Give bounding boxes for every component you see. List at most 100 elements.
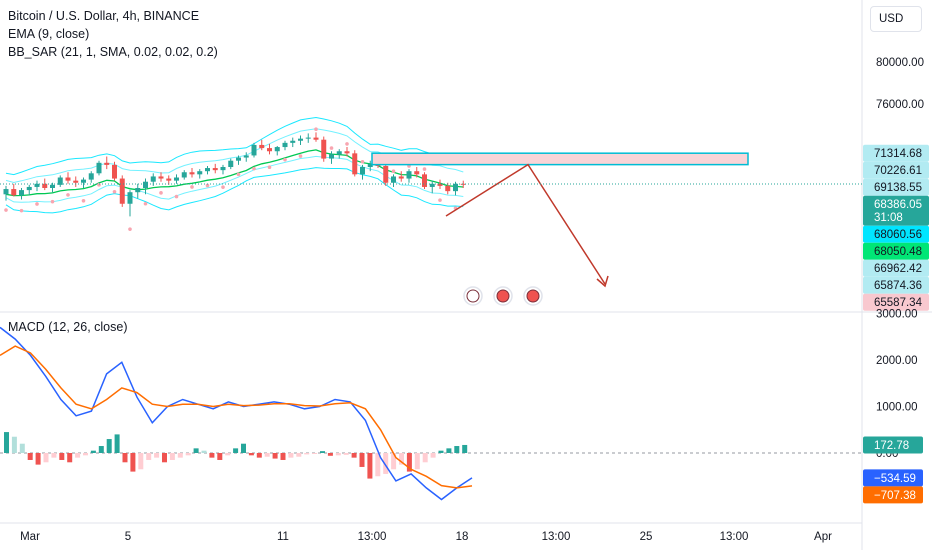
price-axis-label-text: 71314.68 (874, 148, 922, 160)
price-axis-label-text: 68050.48 (874, 246, 922, 258)
price-axis-label: 66962.42 (863, 259, 929, 277)
macd-histogram-bar (51, 453, 57, 458)
candle-body (228, 160, 234, 167)
macd-histogram-bar (217, 453, 223, 460)
candle-body (174, 177, 179, 181)
macd-histogram-bar (162, 453, 167, 463)
candle-body (336, 151, 342, 155)
bollinger-band-line (5, 116, 464, 176)
candle (329, 151, 334, 164)
candle-body (57, 177, 63, 185)
time-tick-label: 11 (277, 531, 289, 543)
candle-body (158, 176, 164, 179)
candle-body (429, 183, 435, 187)
macd-histogram-bar (248, 453, 254, 456)
macd-histogram-bar (296, 453, 302, 457)
macd-histogram-bar (375, 453, 381, 477)
candle (267, 143, 272, 155)
candle (220, 164, 226, 175)
sar-dot (81, 199, 86, 203)
candle-body (383, 165, 389, 183)
candle (119, 175, 125, 207)
macd-histogram-bar (367, 453, 373, 479)
sar-dot (252, 166, 256, 171)
macd-histogram-bar (67, 453, 73, 463)
dividend-event-icon[interactable] (523, 286, 543, 306)
sar-dot (159, 191, 163, 195)
candle (228, 158, 234, 170)
event-icon-core (496, 289, 510, 303)
price-axis-label-bg (863, 144, 929, 162)
sar-dot (345, 142, 349, 146)
candle (398, 171, 404, 182)
candle-body (212, 168, 218, 171)
candle (259, 139, 265, 151)
macd-histogram-bar (146, 453, 152, 460)
macd-axis-label: −534.59 (863, 469, 923, 487)
price-axis-label: 70226.61 (863, 161, 929, 179)
candle-body (360, 167, 365, 175)
candle-body (112, 164, 117, 179)
candle (42, 178, 48, 191)
candle (429, 180, 435, 194)
supply-zone (371, 152, 749, 166)
macd-histogram-bar (462, 444, 468, 453)
candle (298, 135, 303, 145)
candle-body (290, 140, 296, 143)
candle-body (135, 188, 141, 193)
candle (135, 183, 141, 199)
macd-histogram-bar (312, 453, 318, 454)
macd-histogram-bar (138, 453, 144, 470)
candle (422, 172, 427, 190)
price-axis-label-countdown: 31:08 (874, 212, 903, 224)
time-tick-label: 13:00 (542, 531, 571, 543)
price-axis-label-text: 68386.05 (874, 199, 922, 211)
signal-line (0, 345, 473, 489)
macd-histogram-bar (272, 453, 278, 459)
price-axis-label-bg (863, 161, 929, 179)
macd-histogram-bar (406, 453, 412, 472)
currency-button[interactable]: USD (870, 6, 922, 32)
price-axis-label-text: 70226.61 (874, 165, 922, 177)
candle-body (65, 177, 71, 181)
flash-event-icon[interactable] (463, 286, 483, 306)
price-axis-label: 65587.34 (863, 293, 929, 311)
price-axis-label-bg (863, 293, 929, 311)
macd-axis-label: −707.38 (863, 486, 923, 504)
candle (26, 184, 32, 196)
candle-body (34, 183, 40, 187)
candle-body (313, 137, 319, 140)
candle-body (460, 183, 466, 185)
price-axis-label-bg (863, 276, 929, 294)
candle (11, 183, 17, 197)
macd-histogram-bar (414, 453, 420, 470)
candle-body (189, 172, 195, 175)
macd-histogram-bar (122, 453, 128, 463)
candle (406, 169, 412, 183)
candle (112, 161, 117, 181)
time-tick-label: 18 (456, 531, 469, 543)
macd-histogram-bar (446, 448, 452, 453)
sar-dot (267, 165, 272, 170)
candle (88, 171, 94, 183)
candle-body (251, 144, 257, 156)
price-axis-label: 68050.48 (863, 242, 929, 260)
candle-body (81, 179, 86, 183)
macd-histogram-bar (106, 439, 112, 453)
dividend-event-icon[interactable] (493, 286, 513, 306)
macd-histogram-bar (59, 453, 65, 460)
candle-body (197, 171, 203, 175)
candle (305, 133, 311, 143)
candle-body (11, 189, 17, 196)
macd-axis-label-bg (863, 436, 923, 454)
macd-histogram-bar (98, 446, 104, 453)
macd-histogram-bar (185, 453, 191, 456)
candle-body (3, 189, 9, 195)
sar-dot (391, 169, 396, 173)
macd-histogram-bar (154, 453, 160, 458)
candle-body (166, 178, 172, 181)
chart-title: Bitcoin / U.S. Dollar, 4h, BINANCE (8, 9, 200, 23)
macd-tick-label: 2000.00 (876, 355, 918, 367)
candle (251, 142, 257, 158)
